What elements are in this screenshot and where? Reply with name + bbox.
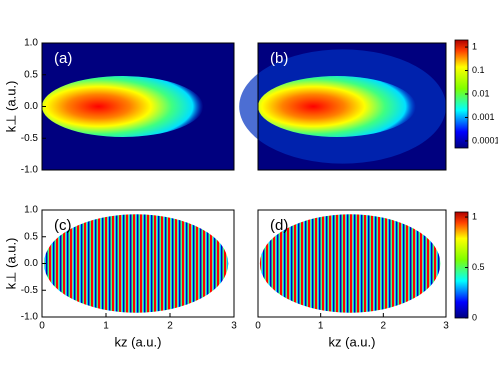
- y-tick-label: 0.5: [24, 231, 38, 242]
- colorbar-tick-label: 1: [472, 211, 477, 221]
- panel-label: (b): [270, 50, 288, 67]
- colorbar-tick-label: 0: [472, 312, 477, 322]
- x-tick-label: 2: [381, 321, 387, 332]
- x-tick-label: 2: [167, 321, 173, 332]
- y-tick-label: -1.0: [21, 165, 39, 176]
- y-tick-label: -1.0: [21, 312, 39, 323]
- y-tick-label: 1.0: [24, 38, 38, 49]
- colorbar: [454, 211, 469, 319]
- x-tick-label: 0: [39, 321, 45, 332]
- colorbar-tick-label: 0.001: [472, 112, 495, 122]
- y-tick-label: 0.5: [24, 69, 38, 80]
- x-tick-label: 3: [231, 321, 237, 332]
- panel-label: (a): [54, 50, 72, 67]
- heatmap-phase: [43, 214, 229, 313]
- panel-label: (d): [270, 217, 288, 234]
- colorbar-tick-label: 0.01: [472, 88, 490, 98]
- y-tick-label: 1.0: [24, 205, 38, 216]
- y-axis-label: k⊥ (a.u.): [3, 238, 18, 290]
- colorbar-tick-label: 0.5: [472, 262, 485, 272]
- panel-label: (c): [54, 217, 72, 234]
- x-axis-label: kz (a.u.): [115, 334, 162, 349]
- x-tick-label: 1: [103, 321, 109, 332]
- plot-frame: [257, 209, 447, 318]
- heatmap-density: [258, 76, 416, 137]
- x-tick-label: 1: [318, 321, 324, 332]
- y-tick-label: -0.5: [21, 133, 39, 144]
- colorbar-tick-label: 0.0001: [472, 135, 498, 145]
- heatmap-density: [42, 76, 204, 137]
- y-tick-label: -0.5: [21, 285, 39, 296]
- colorbar-tick-label: 0.1: [472, 65, 485, 75]
- x-axis-label: kz (a.u.): [329, 334, 376, 349]
- x-tick-label: 0: [255, 321, 261, 332]
- y-axis-label: k⊥ (a.u.): [3, 81, 18, 133]
- y-tick-label: 0.0: [24, 101, 38, 112]
- y-tick-label: 0.0: [24, 258, 38, 269]
- plot-frame: [257, 42, 447, 171]
- heatmap-phase: [259, 214, 441, 313]
- x-tick-label: 3: [443, 321, 449, 332]
- colorbar-tick-label: 1: [472, 41, 477, 51]
